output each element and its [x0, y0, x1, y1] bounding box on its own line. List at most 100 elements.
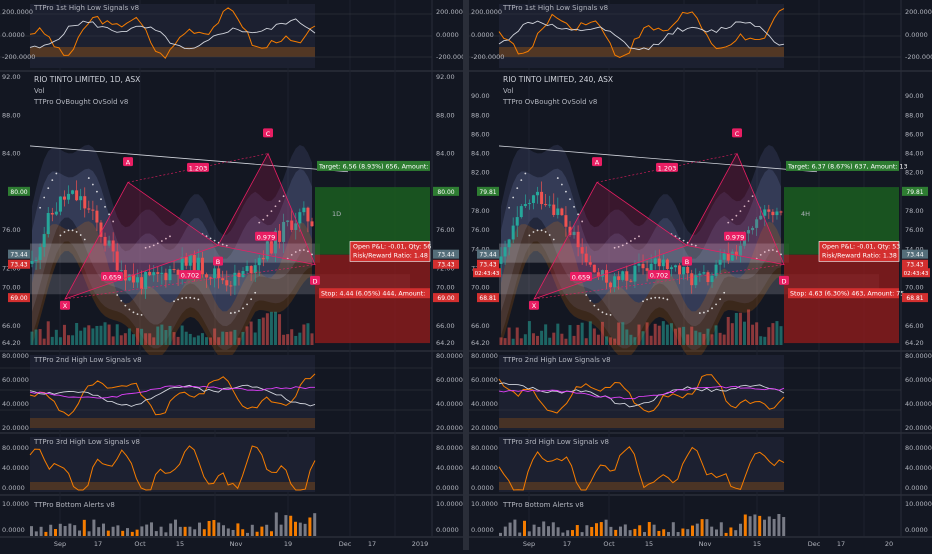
pattern-point-a-badge[interactable]	[123, 157, 133, 167]
price-axis-tick: 74.00	[905, 245, 924, 253]
volume-bar	[649, 335, 653, 345]
fib-ratio-badge[interactable]	[648, 270, 670, 280]
sar-dot	[43, 196, 46, 199]
alert-bar	[274, 512, 278, 536]
pattern-point-d-label: D	[781, 277, 786, 285]
candle-body	[286, 220, 290, 222]
volume-bar	[536, 335, 540, 345]
sar-dot	[160, 240, 163, 242]
fib-ratio-badge[interactable]	[255, 231, 277, 241]
volume-bar	[245, 326, 249, 345]
pnl-box[interactable]	[818, 241, 900, 262]
candle-body	[682, 266, 686, 275]
fib-ratio-badge[interactable]	[187, 162, 209, 172]
volume-bar	[694, 330, 698, 345]
sar-dot	[307, 250, 309, 253]
volume-bar	[79, 330, 83, 345]
candle-body	[665, 259, 669, 269]
pane2-magenta-line	[29, 385, 315, 399]
fib-ratio-badge[interactable]	[656, 162, 678, 172]
candle-body	[686, 266, 690, 274]
alert-bar	[614, 529, 618, 536]
pane2-magenta-line	[498, 385, 785, 400]
candle-body	[738, 245, 742, 256]
alert-bar	[58, 523, 62, 536]
price-axis-tick: 82.00	[905, 169, 924, 177]
fib-ratio-badge[interactable]	[101, 272, 123, 281]
alert-bar	[140, 526, 144, 536]
candle-body	[95, 210, 99, 223]
pattern-point-x-badge[interactable]	[60, 300, 70, 310]
candle-body	[119, 269, 123, 271]
volume-bar	[310, 333, 314, 345]
volume-bar	[172, 332, 176, 345]
stop-zone-box[interactable]	[315, 254, 430, 344]
volume-bar	[742, 321, 746, 345]
sar-dot	[759, 253, 762, 256]
volume-bar	[540, 330, 544, 345]
volume-bar	[755, 322, 759, 345]
sar-dot	[39, 206, 42, 209]
stop-label-badge[interactable]	[319, 288, 430, 299]
stop-zone-box[interactable]	[784, 254, 899, 344]
pattern-bcd-triangle	[686, 152, 785, 266]
volume-bar	[726, 316, 730, 345]
pattern-point-d-badge[interactable]	[310, 275, 320, 285]
candle-body	[580, 247, 584, 254]
alert-bar	[532, 524, 536, 536]
candle-body	[519, 206, 523, 218]
volume-bar	[176, 336, 180, 345]
candle-body	[245, 266, 249, 272]
alert-bar	[633, 528, 637, 536]
alert-bar	[599, 522, 603, 536]
right-price-tag-text: 79.81	[906, 189, 923, 196]
pattern-point-d-badge[interactable]	[779, 275, 789, 285]
candle-body	[298, 212, 302, 224]
pattern-point-a-badge[interactable]	[592, 157, 602, 167]
sar-dot	[229, 312, 232, 314]
pnl-box[interactable]	[349, 241, 431, 262]
sar-dot	[731, 218, 734, 221]
candle-body	[503, 247, 507, 257]
time-axis-tick: Dec	[339, 540, 352, 548]
pattern-point-c-badge[interactable]	[263, 128, 273, 138]
price-axis-tick: 84.00	[905, 150, 924, 158]
target-label-badge[interactable]	[786, 160, 899, 171]
alert-bar	[575, 525, 579, 536]
sar-dot	[548, 234, 551, 236]
resistance-trendline[interactable]	[498, 145, 818, 173]
chart-svg[interactable]: TTPro 1st High Low Signals v8200.0000200…	[0, 0, 469, 550]
sar-dot	[512, 196, 515, 199]
sar-dot	[75, 231, 78, 233]
sar-dot	[585, 294, 588, 296]
chart-panel-4h[interactable]: TTPro 1st High Low Signals v8200.0000200…	[469, 0, 932, 550]
sar-dot	[112, 220, 115, 223]
fib-ratio-badge[interactable]	[724, 231, 746, 241]
candle-body	[605, 270, 609, 283]
candle-body	[548, 204, 552, 206]
panel-divider[interactable]	[463, 0, 469, 550]
sar-dot	[569, 198, 571, 201]
volume-bar	[91, 328, 95, 345]
pattern-point-c-badge[interactable]	[732, 128, 742, 138]
resistance-trendline[interactable]	[29, 145, 349, 173]
fib-ratio-badge[interactable]	[179, 270, 201, 280]
right-price-tag-target	[433, 186, 459, 196]
pnl-line-2: Risk/Reward Ratio: 1.38	[822, 252, 897, 259]
pattern-point-b-badge[interactable]	[213, 256, 223, 266]
target-label-badge[interactable]	[317, 160, 430, 171]
top-pane-title: TTPro 1st High Low Signals v8	[33, 4, 139, 12]
pattern-point-b-badge[interactable]	[682, 256, 692, 266]
chart-svg[interactable]: TTPro 1st High Low Signals v8200.0000200…	[469, 0, 932, 550]
chart-panel-daily[interactable]: TTPro 1st High Low Signals v8200.0000200…	[0, 0, 469, 550]
sar-dot	[638, 235, 640, 238]
fib-ratio-badge[interactable]	[570, 272, 592, 281]
alert-bar	[513, 519, 517, 536]
pane3-axis-tick-left: 80.0000	[2, 444, 29, 452]
alert-bar	[691, 525, 694, 536]
stop-label-badge[interactable]	[788, 288, 899, 299]
price-axis-tick-left: 84.00	[471, 150, 490, 158]
pattern-point-x-badge[interactable]	[529, 300, 539, 310]
price-axis-tick-left: 66.00	[2, 322, 21, 330]
volume-bar	[511, 338, 515, 345]
